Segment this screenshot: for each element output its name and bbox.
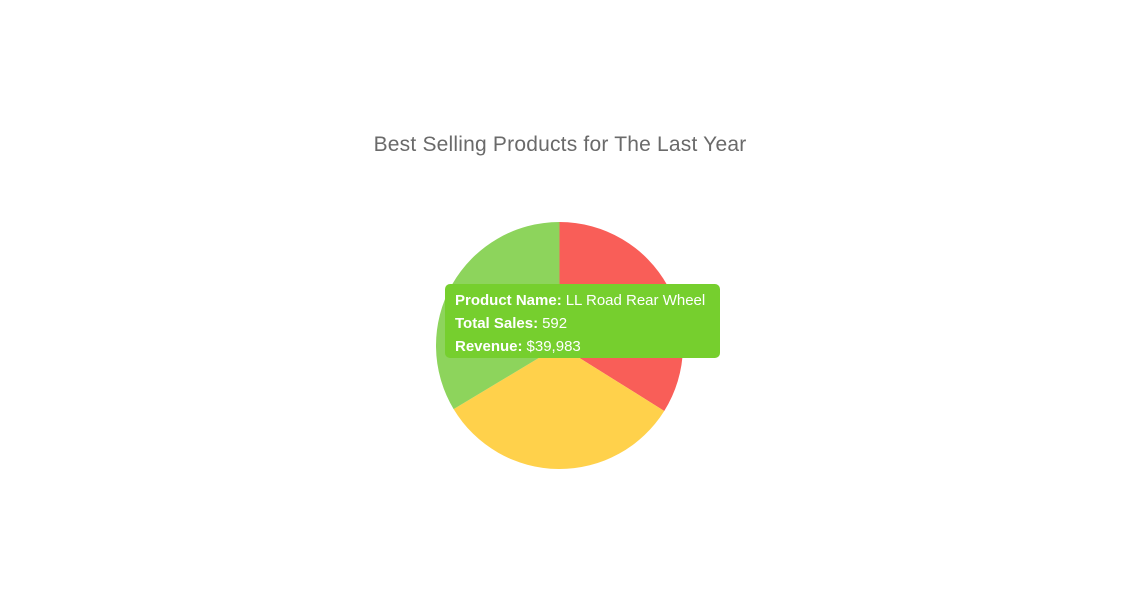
tooltip-sales-label: Total Sales:: [455, 315, 539, 332]
tooltip-line-revenue: Revenue: $39,983: [455, 335, 710, 358]
chart-title: Best Selling Products for The Last Year: [373, 133, 747, 156]
chart-tooltip: Product Name: LL Road Rear Wheel Total Sa…: [445, 284, 720, 358]
tooltip-line-sales: Total Sales: 592: [455, 312, 710, 335]
pie-slice-2[interactable]: [453, 345, 665, 470]
tooltip-revenue-value: $39,983: [526, 338, 581, 355]
pie-chart[interactable]: [436, 222, 683, 469]
tooltip-line-product: Product Name: LL Road Rear Wheel: [455, 289, 710, 312]
tooltip-sales-value: 592: [542, 315, 568, 332]
tooltip-revenue-label: Revenue:: [455, 338, 523, 355]
tooltip-product-label: Product Name:: [455, 292, 562, 309]
tooltip-product-value: LL Road Rear Wheel: [565, 292, 706, 309]
